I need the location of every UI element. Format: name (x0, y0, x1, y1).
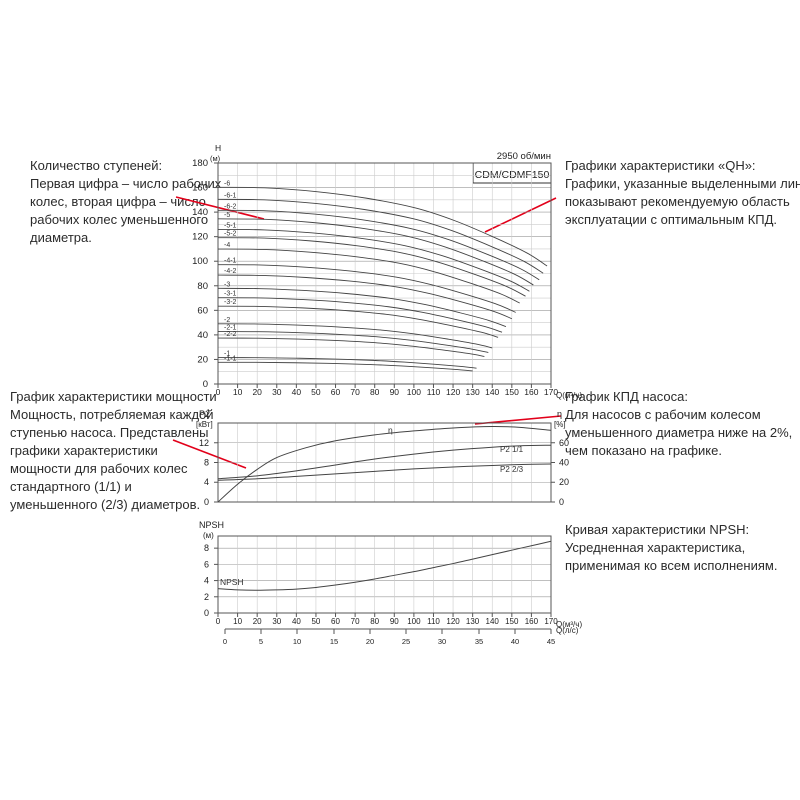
svg-text:30: 30 (438, 637, 446, 646)
svg-text:130: 130 (466, 617, 480, 626)
svg-text:20: 20 (366, 637, 374, 646)
svg-text:80: 80 (370, 617, 379, 626)
svg-text:6: 6 (204, 559, 209, 569)
svg-text:0: 0 (216, 617, 221, 626)
svg-text:2: 2 (204, 592, 209, 602)
svg-text:NPSH: NPSH (199, 520, 224, 530)
svg-text:25: 25 (402, 637, 410, 646)
svg-text:15: 15 (330, 637, 338, 646)
svg-text:110: 110 (427, 617, 440, 626)
svg-text:5: 5 (259, 637, 263, 646)
svg-text:Q(м³/ч): Q(м³/ч) (556, 620, 582, 629)
svg-text:(м): (м) (203, 531, 214, 540)
svg-text:35: 35 (475, 637, 483, 646)
svg-text:60: 60 (331, 617, 340, 626)
svg-text:70: 70 (351, 617, 360, 626)
svg-text:0: 0 (223, 637, 227, 646)
svg-text:8: 8 (204, 543, 209, 553)
svg-text:20: 20 (253, 617, 262, 626)
svg-text:10: 10 (233, 617, 242, 626)
svg-text:150: 150 (505, 617, 519, 626)
svg-text:140: 140 (486, 617, 500, 626)
svg-text:100: 100 (407, 617, 421, 626)
svg-text:4: 4 (204, 576, 209, 586)
svg-text:NPSH: NPSH (220, 577, 244, 587)
svg-text:50: 50 (311, 617, 320, 626)
svg-text:40: 40 (511, 637, 519, 646)
svg-text:40: 40 (292, 617, 301, 626)
svg-text:160: 160 (525, 617, 539, 626)
svg-text:30: 30 (272, 617, 281, 626)
svg-text:10: 10 (293, 637, 301, 646)
svg-text:90: 90 (390, 617, 399, 626)
svg-text:120: 120 (446, 617, 460, 626)
svg-text:45: 45 (547, 637, 555, 646)
svg-text:0: 0 (204, 608, 209, 618)
